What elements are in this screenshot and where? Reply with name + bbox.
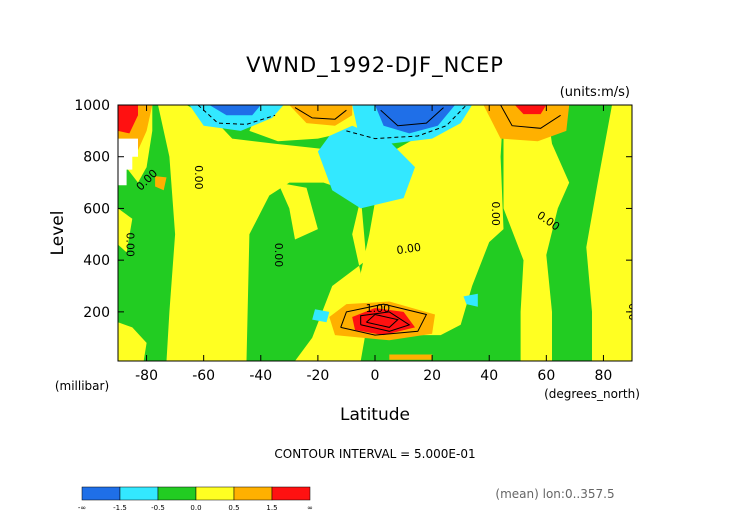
colorbar-label-1: -1.5 [113,504,127,512]
contour-line-5 [197,105,276,125]
y-axis-label: Level [48,211,68,256]
contour-region-13 [189,105,284,131]
colorbar-label-5: 1.5 [266,504,277,512]
x-units-label: (degrees_north) [544,387,640,401]
units-label: (units:m/s) [560,85,630,100]
x-tick-label-2: -40 [249,368,272,384]
y-tick-label-0: 200 [83,305,110,321]
mean-label: (mean) lon:0..357.5 [495,487,614,501]
contour-line-2 [366,313,399,328]
x-tick-label-1: -60 [192,368,215,384]
contour-region-4 [503,105,570,361]
contour-region-7 [118,208,133,253]
y-tick-label-4: 1000 [74,98,110,114]
contour-region-20 [155,176,167,191]
x-tick-label-6: 40 [480,368,498,384]
colorbar-swatch-1 [119,486,159,501]
x-tick-label-4: 0 [371,368,380,384]
colorbar-label-2: -0.5 [151,504,165,512]
x-tick-label-3: -20 [306,368,329,384]
contour-region-5 [586,105,632,361]
contour-label-5: 0.00 [192,165,205,190]
colorbar-label-6: ∞ [307,504,313,512]
contour-label-0: 1.00 [366,302,391,315]
y-tick-label-3: 800 [83,150,110,166]
x-tick-label-5: 20 [423,368,441,384]
y-units-label: (millibar) [55,379,109,393]
x-tick-label-7: 60 [537,368,555,384]
contour-region-24 [118,105,138,134]
colorbar-swatch-2 [157,486,197,501]
contour-line-4 [380,107,444,127]
contour-interval-label: CONTOUR INTERVAL = 5.000E-01 [274,447,475,461]
contour-region-9 [317,125,415,209]
colorbar-label-0: -∞ [78,504,86,512]
contour-region-21 [389,354,433,360]
contour-label-3: 0.00 [124,232,137,256]
contour-line-layer [197,105,561,336]
plot-area: 1.000.000.000.000.00 0.000.00 0.000.0 [118,105,632,361]
colorbar-swatch-4 [233,486,273,501]
contour-region-15 [209,105,261,116]
colorbar-label-4: 0.5 [228,504,239,512]
contour-region-3 [277,182,318,240]
contour-region-6 [118,322,147,361]
contour-fill-layer [118,105,632,361]
contour-region-14 [375,105,455,134]
colorbar-label-3: 0.0 [190,504,201,512]
colorbar-swatch-3 [195,486,235,501]
contour-label-2: 0.00 [272,243,285,268]
colorbar-swatch-5 [271,486,311,501]
colorbar-swatch-0 [81,486,121,501]
colorbar: -∞ -1.5 -0.5 0.0 0.5 1.5 ∞ [78,486,313,512]
contour-region-17 [483,105,570,142]
x-tick-label-0: -80 [135,368,158,384]
x-axis-ticks: -80 -60 -40 -20 0 20 40 60 80 [135,105,612,384]
chart-title: VWND_1992-DJF_NCEP [246,53,504,78]
contour-region-0 [158,105,370,361]
contour-region-25 [118,138,138,186]
x-axis-label: Latitude [340,405,410,425]
contour-line-0 [340,303,428,336]
y-tick-label-1: 400 [83,253,110,269]
contour-region-23 [514,105,547,115]
contour-line-6 [500,105,561,129]
contour-line-3 [346,105,467,140]
y-tick-label-2: 600 [83,201,110,217]
contour-line-1 [360,311,411,332]
x-tick-label-8: 80 [595,368,613,384]
contour-line-7 [294,107,347,120]
y-axis-ticks: 200 400 600 800 1000 [74,98,632,321]
contour-label-1: 0.00 [396,241,422,257]
contour-region-11 [463,293,478,307]
contour-region-18 [289,105,353,126]
contour-region-10 [312,309,330,323]
contour-label-6: 0.00 [489,201,502,226]
